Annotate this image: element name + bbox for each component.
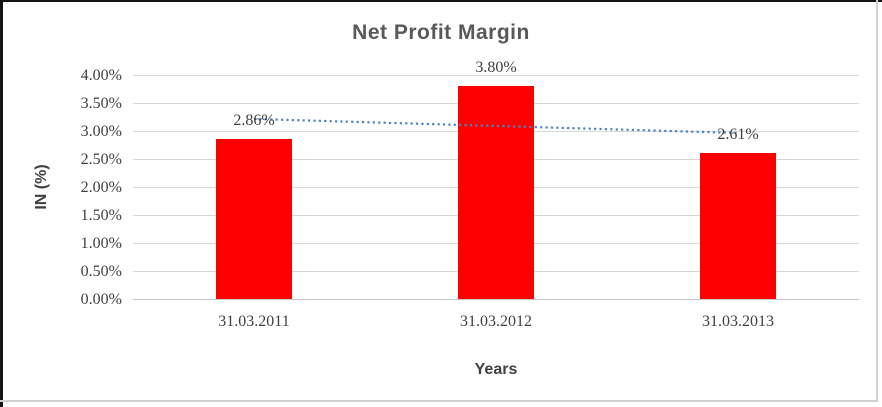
bar-value-label: 3.80%: [475, 59, 517, 77]
frame-border-top: [0, 0, 882, 2]
x-tick-label: 31.03.2013: [702, 313, 774, 330]
bar: [458, 86, 534, 299]
frame-border-right: [876, 0, 878, 402]
x-tick-label: 31.03.2012: [460, 313, 532, 330]
chart-title: Net Profit Margin: [352, 21, 530, 44]
y-tick-label: 3.00%: [80, 122, 122, 140]
frame-border-left: [0, 0, 3, 407]
trendline: [253, 117, 739, 135]
bar: [700, 152, 776, 299]
bar: [216, 138, 292, 299]
y-tick-label: 1.00%: [80, 234, 122, 252]
y-tick-label: 2.00%: [80, 178, 122, 196]
y-tick-label: 3.50%: [80, 94, 122, 112]
gridline: [133, 74, 859, 76]
x-tick-label: 31.03.2011: [218, 313, 290, 330]
bar-value-label: 2.86%: [233, 111, 275, 129]
frame-border-bottom: [0, 400, 878, 402]
x-axis-line: [133, 299, 859, 300]
y-tick-label: 4.00%: [80, 66, 122, 84]
y-tick-label: 0.00%: [80, 290, 122, 308]
y-tick-label: 0.50%: [80, 262, 122, 280]
y-tick-label: 2.50%: [80, 150, 122, 168]
x-axis-title: Years: [474, 361, 518, 378]
y-tick-label: 1.50%: [80, 206, 122, 224]
bar-value-label: 2.61%: [717, 125, 759, 143]
